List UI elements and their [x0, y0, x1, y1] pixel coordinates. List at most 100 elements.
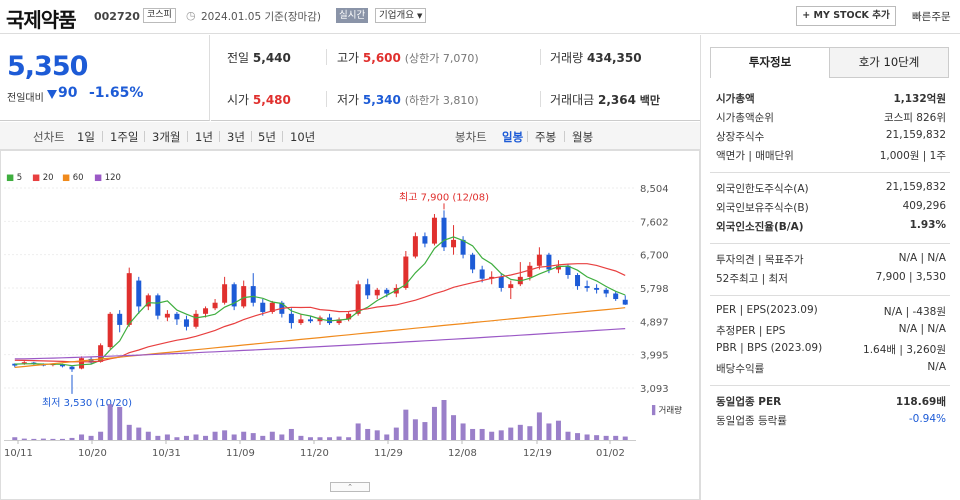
volume-bar [403, 409, 409, 440]
candle-body [107, 313, 113, 348]
volume-bar [460, 423, 466, 440]
candle-body [145, 295, 151, 307]
range-1w[interactable]: 1주일 [110, 130, 139, 144]
candle-body [384, 289, 390, 294]
legend-ma60: ■ 60 [62, 173, 84, 183]
candle-chart-label: 봉차트 [455, 130, 487, 144]
volume-bar [374, 430, 380, 440]
info-row: PER | EPS(2023.09) N/A | -438원 [716, 304, 946, 320]
divider [527, 131, 528, 142]
range-weekly[interactable]: 주봉 [535, 130, 557, 144]
range-monthly[interactable]: 월봉 [572, 130, 594, 144]
divider [102, 131, 103, 142]
stat-high: 고가 5,600 (상한가 7,070) [337, 49, 479, 66]
info-row: 시가총액순위 코스피 826위 [716, 110, 946, 126]
volume-bar [622, 436, 628, 440]
stat-low: 저가 5,340 (하한가 3,810) [337, 91, 479, 108]
tab-orderbook[interactable]: 호가 10단계 [829, 47, 949, 78]
info-value: N/A | N/A [898, 252, 946, 264]
candle-body [193, 313, 199, 327]
volume-bar [575, 433, 581, 440]
info-value: 1,000원 | 1주 [879, 150, 946, 162]
volume-bar [241, 431, 247, 440]
change-percent: -1.65% [89, 85, 144, 101]
candle-body [298, 319, 304, 324]
volume-bar [126, 424, 132, 440]
range-3y[interactable]: 3년 [227, 130, 245, 144]
down-arrow-icon [47, 90, 57, 99]
info-key: PER | EPS(2023.09) [716, 304, 818, 316]
volume-bar [222, 430, 228, 440]
volume-bar [422, 422, 428, 440]
volume-bar [88, 435, 94, 440]
candle-body [498, 276, 504, 288]
volume-bar [584, 434, 590, 440]
volume-bar [50, 438, 56, 440]
volume-bar [107, 404, 113, 440]
volume-bar [346, 437, 352, 440]
chevron-down-icon: ▼ [417, 12, 423, 20]
info-value: 21,159,832 [885, 129, 946, 141]
candle-body [431, 217, 437, 244]
corp-info-dropdown[interactable]: 기업개요 ▼ [375, 8, 427, 23]
candle-body [622, 299, 628, 305]
ma120-line [14, 328, 626, 360]
stat-high-label: 고가 [337, 51, 360, 65]
info-key: 액면가 | 매매단위 [716, 150, 794, 162]
volume-bar [431, 406, 437, 440]
candle-body [126, 273, 132, 325]
volume-bar [145, 431, 151, 440]
price-stats: 전일 5,440 고가 5,600 (상한가 7,070) 거래량 434,35… [211, 35, 700, 121]
range-1y[interactable]: 1년 [195, 130, 213, 144]
range-5y[interactable]: 5년 [258, 130, 276, 144]
candle-body [584, 286, 590, 288]
info-row: 외국인보유주식수(B) 409,296 [716, 200, 946, 216]
range-1d[interactable]: 1일 [77, 130, 95, 144]
candle-body [260, 302, 266, 312]
candle-body [164, 313, 170, 318]
divider [326, 91, 327, 107]
info-value: 1.93% [909, 219, 946, 231]
candle-body [98, 345, 104, 362]
stock-code: 002720 [94, 10, 140, 23]
volume-bar [21, 438, 27, 440]
range-3m[interactable]: 3개월 [152, 130, 181, 144]
candle-body [136, 280, 142, 307]
range-daily[interactable]: 일봉 [502, 130, 524, 144]
realtime-badge[interactable]: 실시간 [336, 8, 369, 23]
tab-investment-info[interactable]: 투자정보 [710, 47, 830, 78]
y-tick-label: 4,897 [640, 317, 669, 328]
candle-body [212, 302, 218, 309]
chart-scroll-handle[interactable]: ⌃ [330, 482, 370, 492]
stat-amount-unit: 백만 [639, 94, 661, 107]
volume-bar [260, 435, 266, 440]
info-value: N/A | -438원 [883, 306, 946, 318]
mystock-button[interactable]: + MY STOCK 추가 [796, 6, 896, 26]
info-row: 외국인소진율(B/A) 1.93% [716, 219, 946, 235]
volume-bar [527, 426, 533, 440]
candle-body [174, 313, 180, 320]
side-panel [700, 35, 960, 500]
info-row: 상장주식수 21,159,832 [716, 129, 946, 145]
divider [540, 49, 541, 65]
corp-info-label: 기업개요 [379, 10, 414, 21]
candle-body [603, 289, 609, 294]
legend-volume: ▌거래량 [652, 406, 683, 416]
divider [710, 385, 950, 386]
change-value: 90 [58, 85, 78, 101]
volume-bar [603, 435, 609, 440]
range-10y[interactable]: 10년 [290, 130, 316, 144]
volume-bar [555, 420, 561, 440]
quick-order-link[interactable]: 빠른주문 [912, 11, 951, 23]
volume-bar [212, 431, 218, 440]
candle-body [565, 265, 571, 276]
volume-bar [117, 406, 123, 440]
stock-title: 국제약품 [6, 8, 77, 32]
volume-bar [231, 434, 237, 440]
stock-chart[interactable]: 8,504 7,602 6,700 5,798 4,897 3,995 3,093 최고 7,… [0, 150, 700, 500]
candle-body [460, 239, 466, 255]
date-text: 2024.01.05 기준(장마감) [201, 11, 321, 23]
info-value: 코스피 826위 [883, 112, 946, 124]
candle-body [241, 286, 247, 307]
info-key: 외국인보유주식수(B) [716, 202, 809, 214]
